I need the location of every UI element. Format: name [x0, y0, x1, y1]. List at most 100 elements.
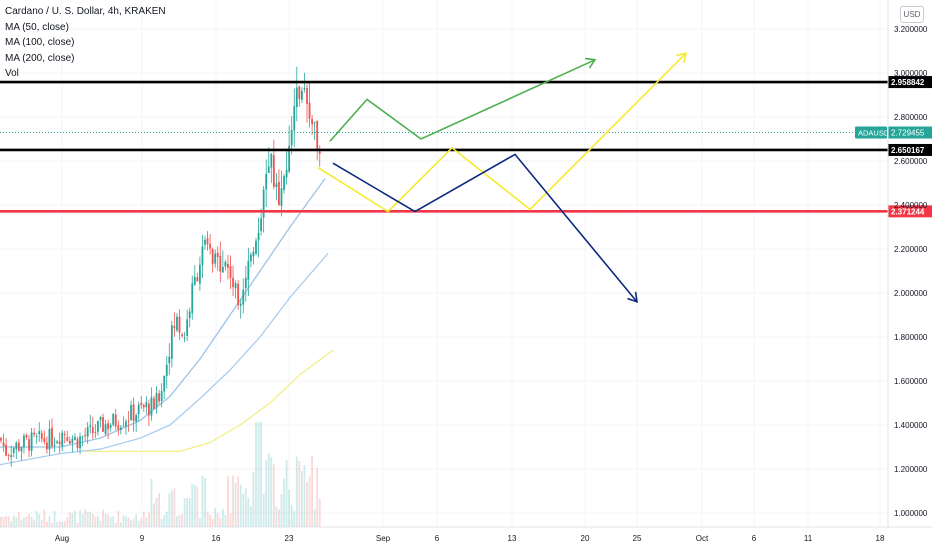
volume-bar	[142, 511, 145, 527]
candle-body	[214, 253, 217, 264]
volume-bar	[193, 484, 196, 527]
volume-bar	[178, 514, 181, 527]
volume-bar	[234, 483, 237, 527]
candle-body	[142, 404, 145, 408]
candle-body	[23, 435, 25, 448]
level-badge	[888, 205, 932, 218]
candle-body	[12, 448, 15, 454]
volume-bar	[181, 513, 183, 527]
volume-bar	[280, 494, 283, 527]
navy-projection-path[interactable]	[332, 153, 638, 303]
volume-bar	[165, 511, 168, 527]
candle-body	[17, 442, 20, 451]
candle-body	[191, 283, 194, 314]
candle-body	[58, 441, 61, 445]
candle-body	[313, 122, 316, 123]
volume-bar	[132, 519, 135, 527]
volume-bar	[148, 512, 150, 527]
candle-body	[303, 88, 306, 90]
candle-body	[196, 277, 199, 282]
volume-bar	[250, 506, 252, 527]
volume-bar	[239, 484, 242, 527]
candle-body	[211, 249, 214, 265]
volume-bar	[107, 514, 109, 527]
volume-bar	[79, 510, 81, 527]
yellow-projection-path[interactable]	[317, 52, 687, 213]
volume-bar	[311, 455, 313, 527]
candle-body	[247, 260, 250, 280]
volume-bar	[71, 512, 74, 527]
volume-bar	[283, 478, 285, 527]
candle-body	[206, 238, 209, 245]
volume-bar	[76, 522, 79, 527]
candle-body	[51, 427, 53, 447]
candle-body	[272, 155, 275, 187]
current-price-badge	[888, 126, 932, 139]
candle-body	[257, 232, 260, 241]
y-tick-label: 2.000000	[894, 289, 928, 298]
volume-bar	[137, 521, 140, 527]
y-tick-label: 2.400000	[894, 201, 928, 210]
candle-body	[148, 403, 150, 416]
y-tick-label: 1.200000	[894, 465, 928, 474]
volume-bar	[206, 511, 209, 527]
volume-bar	[227, 476, 229, 527]
candle-body	[28, 439, 30, 451]
volume-bar	[211, 518, 214, 527]
currency-button[interactable]: USD	[900, 6, 924, 23]
volume-bar	[58, 520, 61, 527]
candle-body	[109, 425, 112, 428]
volume-bar	[191, 483, 194, 527]
volume-bar	[155, 498, 158, 527]
volume-bar	[30, 516, 33, 527]
candle-body	[244, 277, 247, 289]
volume-bar	[135, 514, 138, 527]
volume-bar	[66, 517, 69, 527]
candle-body	[186, 319, 189, 336]
volume-bar	[150, 479, 153, 527]
volume-bar	[38, 514, 41, 527]
volume-bar	[40, 519, 43, 527]
ma200-label[interactable]: MA (200, close)	[5, 52, 75, 64]
candle-body	[56, 441, 58, 444]
candle-body	[232, 277, 234, 287]
volume-bar	[0, 516, 2, 527]
ma50-label[interactable]: MA (50, close)	[5, 21, 69, 33]
volume-label[interactable]: Vol	[5, 68, 19, 79]
symbol-title[interactable]: Cardano / U. S. Dollar, 4h, KRAKEN	[5, 6, 166, 17]
volume-bar	[168, 493, 171, 527]
ma100-label[interactable]: MA (100, close)	[5, 37, 75, 48]
volume-bar	[91, 513, 94, 527]
volume-bar	[183, 498, 186, 527]
x-tick-label: 9	[140, 534, 145, 543]
candle-body	[301, 90, 303, 100]
volume-bar	[145, 517, 148, 527]
candle-body	[0, 437, 2, 441]
green-projection-path[interactable]	[329, 59, 596, 142]
candle-body	[260, 218, 262, 231]
volume-bar	[160, 518, 163, 527]
volume-bar	[295, 456, 298, 527]
candle-body	[117, 425, 120, 430]
candle-body	[193, 276, 196, 285]
volume-bar	[257, 422, 260, 527]
volume-bar	[244, 488, 247, 527]
candle-body	[127, 420, 130, 422]
volume-bar	[53, 510, 56, 527]
volume-bar	[252, 472, 255, 527]
candle-body	[290, 129, 293, 146]
volume-bar	[173, 488, 176, 527]
ma50-line	[0, 178, 326, 448]
candle-body	[25, 434, 28, 438]
volume-bar	[229, 513, 232, 527]
x-tick-label: 6	[435, 534, 440, 543]
candle-body	[130, 405, 132, 420]
volume-bar	[265, 460, 268, 527]
candle-body	[173, 326, 176, 329]
candle-body	[33, 432, 36, 435]
candle-body	[10, 455, 13, 458]
candle-body	[316, 120, 319, 151]
candle-body	[278, 181, 280, 206]
